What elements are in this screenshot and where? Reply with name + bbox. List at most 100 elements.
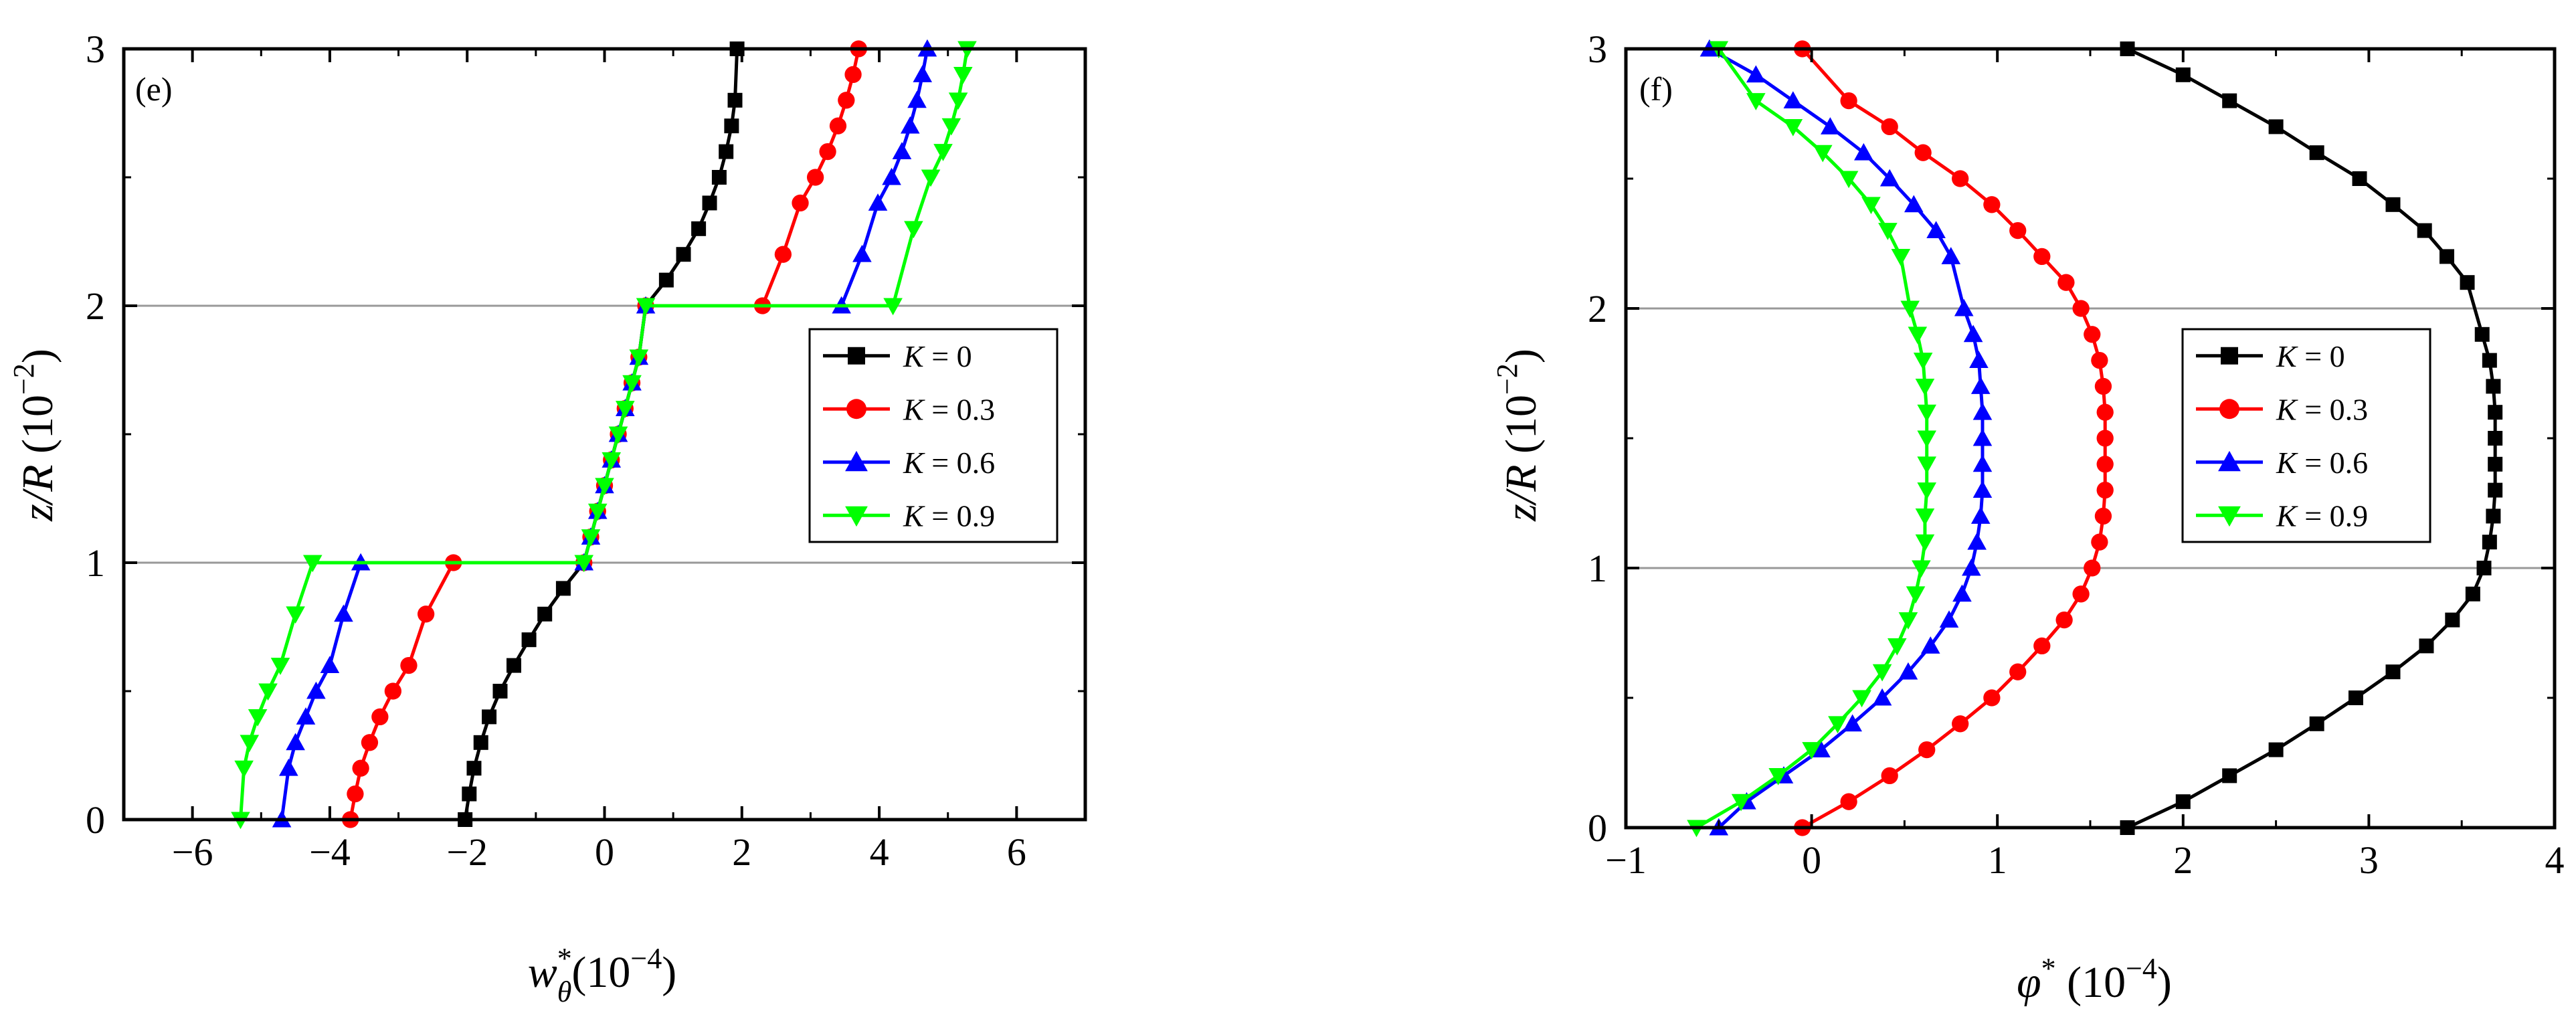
series-k-0-9 (231, 41, 977, 830)
legend-marker (848, 347, 865, 365)
x-tick-label: −1 (1605, 838, 1647, 882)
data-point (587, 503, 608, 521)
legend-label: K = 0.3 (2276, 392, 2368, 426)
data-point (1746, 93, 1766, 110)
series-line (1695, 48, 1929, 830)
data-point (302, 555, 323, 573)
data-point (2091, 533, 2108, 551)
x-tick-label: 1 (1988, 838, 2007, 882)
data-point (953, 66, 973, 84)
y-tick-label: 0 (1588, 806, 1607, 850)
data-point (1881, 767, 1898, 785)
data-point (1970, 506, 1991, 524)
series-k-0 (2120, 41, 2503, 835)
data-point (2033, 637, 2051, 655)
data-point (2096, 403, 2114, 421)
x-tick-label: 2 (732, 830, 751, 874)
data-point (2385, 664, 2401, 680)
data-point (521, 632, 537, 648)
data-point (2057, 274, 2075, 291)
legend-label: K = 0.6 (903, 446, 995, 480)
data-point (1969, 351, 1989, 369)
data-point (724, 118, 739, 134)
data-point (2352, 171, 2367, 186)
data-point (2482, 535, 2497, 550)
data-point (819, 143, 836, 161)
data-point (1852, 690, 1871, 708)
data-point (1912, 560, 1931, 578)
data-point (1898, 612, 1918, 630)
data-point (320, 656, 340, 674)
data-point (1872, 664, 1892, 682)
data-point (1913, 353, 1933, 370)
data-point (933, 144, 953, 161)
data-point (1972, 402, 1993, 420)
data-point (2009, 663, 2027, 680)
data-point (2417, 223, 2432, 238)
data-point (1839, 171, 1859, 189)
series-line (349, 48, 860, 820)
y-tick-label: 0 (86, 798, 105, 842)
data-point (727, 92, 743, 108)
x-axis-label: φ* (10−4) (2017, 952, 2172, 1007)
data-point (1970, 377, 1991, 394)
series-k-0-9 (1687, 41, 1937, 838)
data-point (622, 375, 642, 393)
data-point (2222, 93, 2237, 108)
data-point (792, 194, 809, 212)
data-point (492, 684, 508, 699)
data-point (1952, 715, 1969, 733)
data-point (1972, 454, 1993, 472)
data-point (2445, 612, 2460, 628)
data-point (1917, 430, 1937, 448)
data-point (1828, 716, 1847, 734)
data-point (838, 92, 855, 109)
data-point (1854, 143, 1873, 161)
x-tick-label: 4 (870, 830, 889, 874)
data-point (1914, 144, 1932, 161)
data-point (2072, 300, 2090, 317)
data-point (581, 529, 601, 547)
data-point (2419, 638, 2434, 654)
data-point (2488, 431, 2503, 446)
data-point (711, 170, 727, 185)
data-point (1972, 428, 1993, 446)
x-tick-label: 0 (1802, 838, 1821, 882)
legend-label: K = 0.9 (2276, 498, 2368, 533)
data-point (2222, 768, 2237, 783)
data-point (868, 193, 888, 211)
legend-entry-k-0-9: K = 0.9 (2196, 498, 2368, 533)
data-point (1783, 118, 1803, 136)
data-point (883, 298, 903, 316)
data-point (1840, 793, 1857, 810)
data-point (1939, 610, 1959, 628)
data-point (2486, 379, 2501, 394)
data-point (595, 478, 614, 496)
panel-e: −6 −4 −2 0 2 4 6 0 1 2 3 (e) w* θ(10−4) z/R (10−2) K = … (7, 27, 1087, 1008)
y-axis-label: z/R (10−2) (7, 349, 62, 522)
series-k-0 (458, 41, 745, 827)
data-point (371, 708, 389, 726)
data-point (2175, 67, 2191, 82)
x-tick-label: −6 (172, 830, 213, 874)
data-point (270, 658, 290, 675)
y-tick-label: 1 (86, 541, 105, 585)
data-point (1915, 508, 1935, 526)
data-point (555, 581, 571, 596)
legend-label: K = 0.9 (903, 498, 995, 533)
data-point (2488, 482, 2503, 498)
data-point (1920, 636, 1940, 654)
data-point (1983, 196, 2001, 213)
data-point (2474, 327, 2490, 342)
data-point (2084, 559, 2101, 577)
series-k-0-3 (1794, 40, 2114, 836)
data-point (2482, 353, 2497, 368)
data-point (2094, 377, 2112, 395)
data-point (1972, 480, 1993, 498)
data-point (1821, 117, 1840, 134)
data-point (2309, 145, 2324, 161)
data-point (2486, 508, 2501, 524)
panel-label: (e) (135, 70, 173, 108)
legend-entry-k-0-6: K = 0.6 (2196, 446, 2368, 480)
data-point (248, 709, 268, 727)
